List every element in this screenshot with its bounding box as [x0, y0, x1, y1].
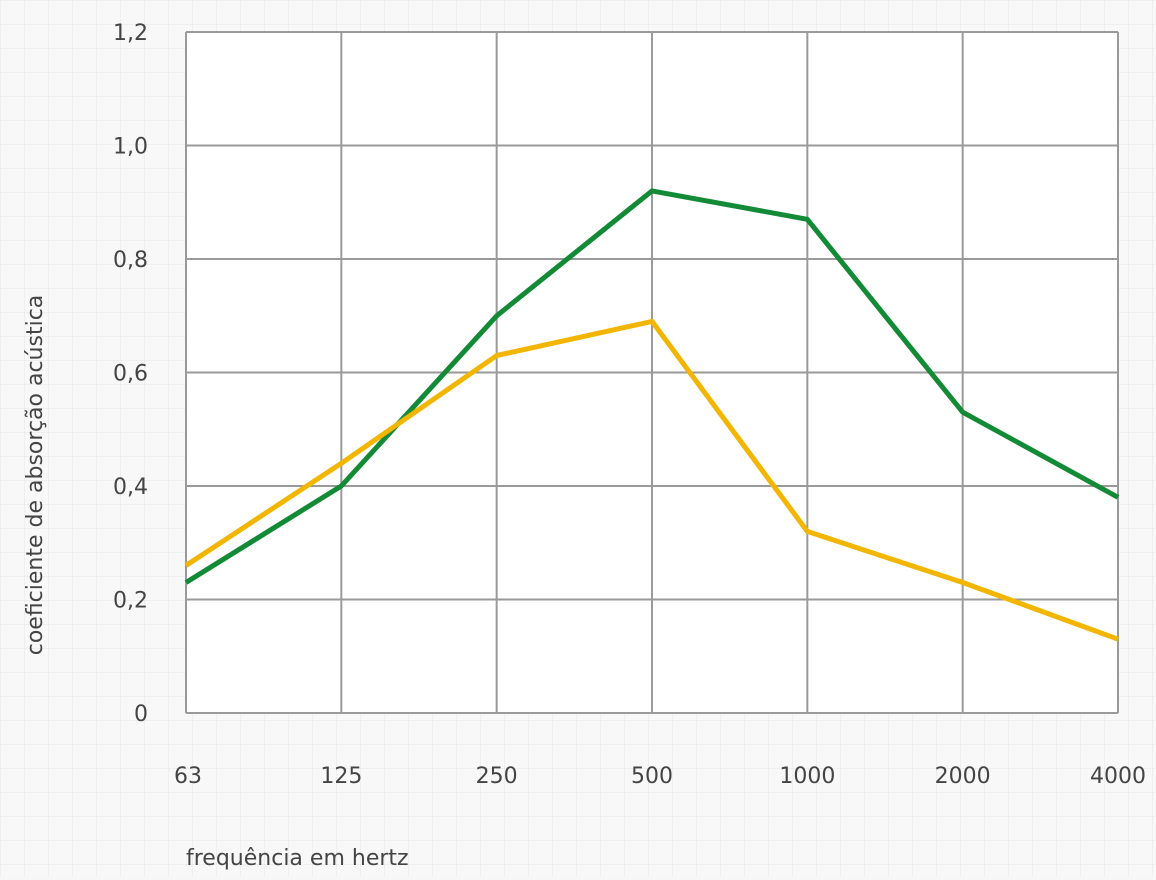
x-tick-label: 250 [476, 764, 518, 789]
y-tick-label: 0,2 [113, 589, 148, 614]
x-tick-label: 125 [320, 764, 362, 789]
y-tick-label: 0,6 [113, 362, 148, 387]
x-tick-label: 1000 [779, 764, 835, 789]
y-tick-label: 1,0 [113, 135, 148, 160]
x-tick-label: 63 [174, 764, 202, 789]
x-tick-label: 4000 [1090, 764, 1146, 789]
y-tick-label: 1,2 [113, 21, 148, 46]
x-tick-label: 500 [631, 764, 673, 789]
y-tick-label: 0,8 [113, 248, 148, 273]
y-tick-label: 0,4 [113, 475, 148, 500]
y-axis-title: coeficiente de absorção acústica [23, 295, 48, 656]
y-tick-label: 0 [134, 702, 148, 727]
x-tick-label: 2000 [935, 764, 991, 789]
x-axis-title: frequência em hertz [186, 846, 409, 871]
